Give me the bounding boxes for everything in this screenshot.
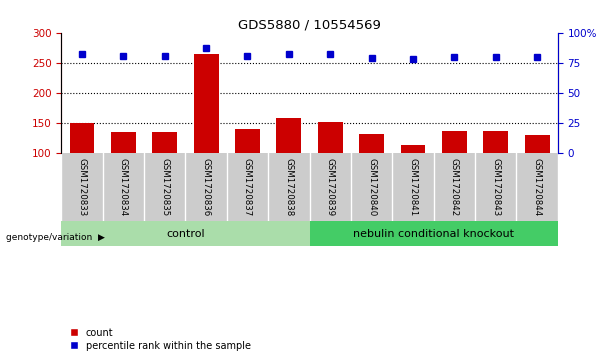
Text: genotype/variation  ▶: genotype/variation ▶ xyxy=(6,233,105,242)
Text: GSM1720844: GSM1720844 xyxy=(533,158,542,217)
Text: GSM1720843: GSM1720843 xyxy=(491,158,500,217)
Text: GSM1720837: GSM1720837 xyxy=(243,158,252,217)
Text: GSM1720836: GSM1720836 xyxy=(202,158,211,217)
Text: control: control xyxy=(166,229,205,239)
Text: GSM1720839: GSM1720839 xyxy=(326,158,335,216)
Bar xyxy=(401,145,425,153)
Text: GSM1720834: GSM1720834 xyxy=(119,158,128,217)
Title: GDS5880 / 10554569: GDS5880 / 10554569 xyxy=(238,19,381,32)
Legend: count, percentile rank within the sample: count, percentile rank within the sample xyxy=(66,324,254,355)
Bar xyxy=(318,122,343,153)
Bar xyxy=(235,130,260,153)
Bar xyxy=(359,134,384,153)
Bar xyxy=(153,132,177,153)
Bar xyxy=(484,131,508,153)
Bar xyxy=(70,123,94,153)
Text: GSM1720842: GSM1720842 xyxy=(450,158,459,217)
Text: nebulin conditional knockout: nebulin conditional knockout xyxy=(353,229,514,239)
Bar xyxy=(525,135,549,153)
Bar xyxy=(61,221,310,246)
Bar xyxy=(310,221,558,246)
Text: GSM1720841: GSM1720841 xyxy=(408,158,417,217)
Text: GSM1720838: GSM1720838 xyxy=(284,158,294,217)
Bar xyxy=(111,132,136,153)
Bar xyxy=(276,118,302,153)
Text: GSM1720833: GSM1720833 xyxy=(77,158,86,217)
Text: GSM1720835: GSM1720835 xyxy=(160,158,169,217)
Bar xyxy=(194,54,219,153)
Bar xyxy=(442,131,467,153)
Text: GSM1720840: GSM1720840 xyxy=(367,158,376,217)
